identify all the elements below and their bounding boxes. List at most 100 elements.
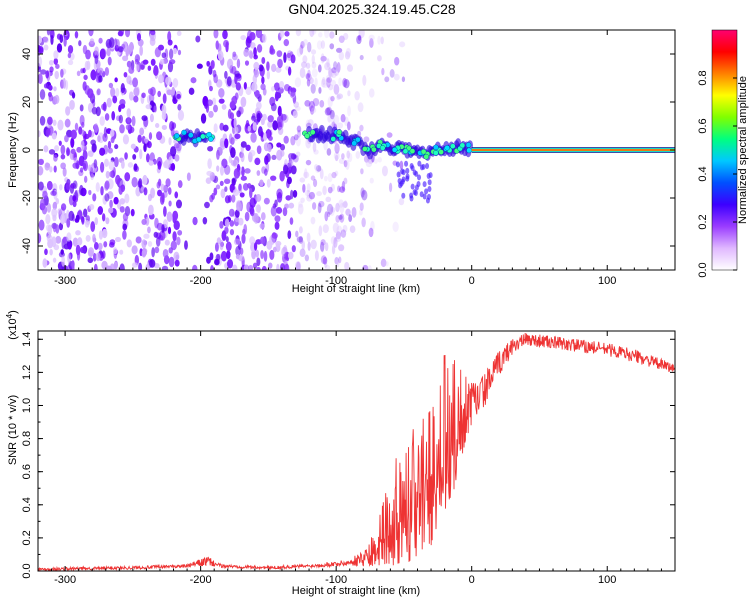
heatmap-cell (94, 122, 99, 133)
heatmap-cell (154, 47, 161, 58)
heatmap-cell (249, 197, 256, 208)
heatmap-cell (244, 168, 251, 174)
heatmap-cell (249, 149, 256, 157)
heatmap-ridge-point (465, 142, 472, 148)
heatmap-cell (330, 183, 335, 192)
heatmap-cell (38, 35, 43, 44)
heatmap-cell (341, 180, 346, 192)
heatmap-cell (70, 148, 76, 155)
heatmap-cell (82, 150, 88, 161)
heatmap-cell (335, 234, 342, 243)
heatmap-cell (66, 218, 71, 228)
heatmap-cell (38, 181, 44, 191)
heatmap-cell (338, 77, 342, 87)
heatmap-cell (67, 243, 72, 250)
heatmap-cell (307, 69, 311, 78)
heatmap-ridge-halo (326, 125, 333, 136)
heatmap-ridge-point (362, 146, 368, 152)
heatmap-cell (48, 59, 54, 66)
heatmap-cell (224, 70, 228, 79)
heatmap-cell (311, 54, 315, 64)
heatmap-cell (335, 202, 340, 213)
heatmap-cell (342, 77, 348, 88)
heatmap-cell (67, 44, 74, 54)
heatmap-cell (38, 73, 43, 85)
heatmap-cell (243, 264, 250, 270)
heatmap-ridge-tail (413, 189, 418, 196)
heatmap-cell (269, 45, 274, 54)
snr-series-line (38, 332, 675, 571)
heatmap-cell (292, 189, 298, 198)
heatmap-cell (77, 237, 83, 246)
heatmap-cell (52, 201, 58, 211)
heatmap-cell (321, 76, 326, 85)
heatmap-cell (218, 98, 225, 104)
heatmap-ridge-tail (400, 168, 405, 175)
heatmap-cell (303, 168, 308, 179)
heatmap-cell (319, 99, 325, 108)
heatmap-cell (99, 161, 105, 173)
heatmap-ridge-point (402, 148, 409, 155)
heatmap-cell (162, 93, 167, 104)
heatmap-cell (271, 63, 277, 73)
heatmap-cell (348, 214, 353, 223)
heatmap-cell (156, 222, 164, 231)
heatmap-cell (338, 256, 342, 264)
heatmap-cell (380, 258, 387, 268)
heatmap-x-axis-title: Height of straight line (km) (292, 283, 420, 295)
heatmap-cell (326, 106, 332, 116)
heatmap-cell (292, 110, 298, 119)
heatmap-cell (259, 223, 265, 229)
heatmap-cell (114, 236, 122, 242)
heatmap-y-tick-label: -20 (21, 190, 33, 206)
heatmap-ridge-halo (318, 124, 325, 135)
heatmap-cell (49, 248, 53, 256)
heatmap-cell (399, 160, 404, 170)
heatmap-cell (359, 55, 364, 61)
heatmap-cell (50, 190, 57, 196)
heatmap-cell (81, 216, 85, 225)
heatmap-cell (48, 149, 56, 155)
heatmap-cell (208, 110, 214, 118)
heatmap-cell (369, 177, 374, 184)
heatmap-cell (132, 77, 139, 88)
heatmap-y-tick-label: -40 (21, 238, 33, 254)
heatmap-cell (267, 121, 273, 128)
heatmap-cell (53, 57, 59, 65)
heatmap-ridge-tail (410, 165, 415, 172)
heatmap-cell (264, 155, 269, 165)
heatmap-cell (377, 35, 381, 45)
heatmap-cell (88, 164, 92, 172)
heatmap-cell (260, 131, 264, 138)
heatmap-cell (260, 250, 264, 260)
heatmap-cell (320, 255, 327, 265)
heatmap-cell (330, 79, 337, 87)
heatmap-cell (360, 187, 365, 198)
heatmap-cell (272, 120, 278, 131)
heatmap-cell (120, 82, 125, 94)
heatmap-cell (38, 45, 44, 54)
heatmap-cell (139, 127, 145, 136)
heatmap-cell (270, 102, 277, 112)
heatmap-cell (327, 186, 333, 194)
heatmap-cell (212, 69, 217, 78)
heatmap-cell (234, 92, 239, 101)
heatmap-x-tick-label: -100 (325, 275, 347, 287)
heatmap-cell (320, 40, 326, 49)
heatmap-cell (335, 214, 340, 223)
snr-x-ticks: -300 -200 -100 0 100 (37, 331, 676, 586)
heatmap-ridge-point (196, 136, 202, 143)
heatmap-cell (125, 30, 131, 38)
heatmap-cell (338, 214, 343, 220)
heatmap-cell (207, 158, 212, 169)
heatmap-cell (153, 65, 159, 76)
heatmap-cell (333, 84, 340, 95)
heatmap-cell (287, 251, 294, 260)
heatmap-cell (258, 64, 264, 72)
heatmap-cell (302, 55, 308, 64)
heatmap-cell (290, 165, 297, 175)
snr-x-tick-label: -300 (54, 574, 76, 586)
heatmap-cell (226, 76, 232, 87)
heatmap-cell (99, 116, 105, 126)
heatmap-cell (167, 31, 172, 42)
